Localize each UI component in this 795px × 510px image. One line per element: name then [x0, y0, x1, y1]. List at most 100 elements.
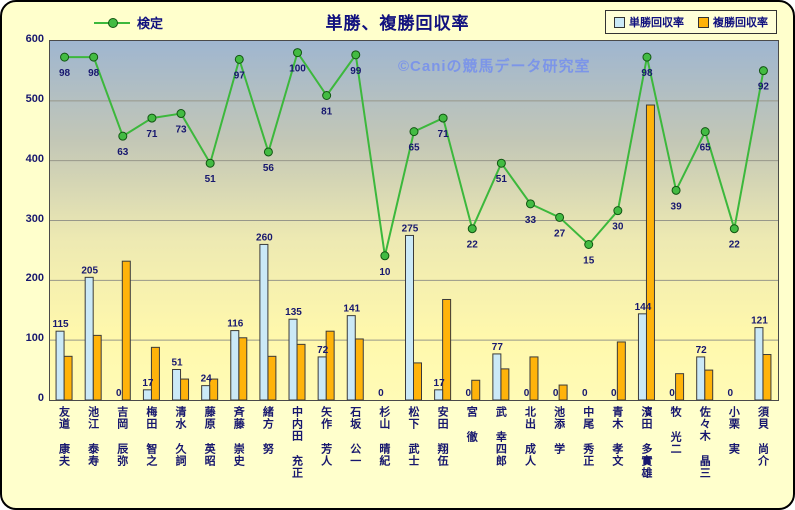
- line-point: [496, 158, 506, 168]
- line-label: 71: [146, 129, 158, 140]
- line-point: [293, 48, 303, 58]
- bar-fukusho: [675, 373, 685, 400]
- x-axis-label: 佐々木 晶三: [698, 406, 711, 479]
- line-label: 71: [438, 129, 450, 140]
- line-point: [758, 66, 768, 76]
- x-axis-label: 中内田 充正: [290, 406, 303, 479]
- x-axis-label: 北出 成人: [523, 406, 536, 467]
- x-axis-label: 吉岡 辰弥: [115, 406, 128, 467]
- line-point: [205, 158, 215, 168]
- x-axis-label: 杉山 晴紀: [377, 406, 390, 467]
- bar-fukusho: [442, 298, 452, 400]
- bar-label: 205: [81, 265, 98, 276]
- legend-kentei-label: 検定: [137, 16, 164, 31]
- bar-label: 0: [669, 388, 675, 399]
- y-axis-label: 500: [25, 92, 44, 105]
- x-axis-label: 梅田 智之: [144, 406, 157, 467]
- bar-label: 275: [402, 223, 419, 234]
- bar-fukusho: [500, 368, 510, 400]
- x-axis-label: 斉藤 崇史: [232, 406, 245, 467]
- line-label: 51: [205, 174, 217, 185]
- bar-tansho: [696, 356, 706, 400]
- y-axis-label: 100: [25, 332, 44, 345]
- x-axis-label: 牧 光二: [669, 406, 682, 455]
- line-point: [584, 239, 594, 249]
- fukusho-swatch-icon: [698, 16, 709, 28]
- line-label: 30: [612, 222, 624, 233]
- line-point: [147, 113, 157, 123]
- bar-tansho: [754, 327, 764, 400]
- bar-fukusho: [413, 362, 422, 400]
- line-label: 27: [554, 228, 566, 239]
- line-label: 98: [641, 68, 653, 79]
- bar-fukusho: [92, 334, 102, 400]
- bar-fukusho: [267, 355, 277, 400]
- chart-title: 単勝、複勝回収率: [325, 14, 470, 33]
- line-label: 22: [729, 240, 741, 251]
- x-axis-label: 濱田 多實雄: [639, 406, 652, 479]
- bar-fukusho: [325, 330, 335, 400]
- bar-label: 121: [751, 316, 768, 327]
- bar-label: 24: [201, 374, 213, 385]
- line-legend-dot-icon: [108, 17, 118, 28]
- bar-tansho: [55, 330, 65, 400]
- bar-label: 0: [553, 388, 559, 399]
- x-axis-label: 武 幸四郎: [494, 406, 507, 467]
- line-point: [89, 52, 99, 62]
- bar-fukusho: [238, 337, 248, 400]
- line-point: [380, 251, 390, 261]
- line-point: [642, 52, 652, 62]
- line-label: 56: [263, 163, 275, 174]
- line-point: [322, 91, 332, 101]
- bar-fukusho: [180, 378, 190, 400]
- line-point: [555, 212, 565, 222]
- line-legend-marker: [94, 17, 130, 28]
- bar-fukusho: [471, 379, 481, 400]
- legend-tansho: 単勝回収率: [614, 14, 684, 30]
- x-axis-label: 清水 久詞: [174, 406, 187, 467]
- line-point: [467, 224, 477, 234]
- line-label: 81: [321, 107, 333, 118]
- x-axis-label: 友道 康夫: [57, 406, 70, 467]
- x-axis-label: 小栗 実: [727, 406, 740, 455]
- line-point: [438, 113, 448, 123]
- bar-label: 17: [434, 378, 446, 389]
- x-axis-label: 池江 泰寿: [86, 406, 99, 467]
- bar-tansho: [259, 243, 269, 400]
- y-axis-label: 0: [37, 392, 44, 404]
- bar-label: 135: [285, 307, 302, 318]
- line-point: [729, 224, 739, 234]
- line-point: [525, 199, 535, 209]
- bar-label: 115: [52, 319, 69, 330]
- x-axis-label: 青木 孝文: [610, 406, 623, 467]
- bar-fukusho: [150, 346, 160, 400]
- y-axis-label: 400: [25, 152, 44, 165]
- legend-fukusho: 複勝回収率: [698, 14, 768, 30]
- x-axis-label: 石坂 公一: [348, 406, 361, 467]
- line-label: 73: [175, 125, 187, 136]
- bar-fukusho: [558, 384, 568, 400]
- bar-tansho: [492, 353, 502, 400]
- chart-svg: 115 205 0 17 51 24 116 260 135 72 141 0 275 17 0 77 0 0 0 0…: [50, 48, 778, 400]
- bar-tansho: [142, 389, 152, 400]
- line-point: [671, 185, 681, 195]
- x-axis-label: 藤原 英昭: [203, 406, 216, 467]
- line-label: 92: [758, 82, 770, 93]
- line-point: [351, 50, 361, 60]
- line-point: [700, 127, 710, 137]
- bar-label: 0: [611, 388, 617, 399]
- x-axis-label: 須貝 尚介: [756, 406, 769, 467]
- tansho-swatch-icon: [614, 16, 625, 28]
- bar-label: 260: [256, 232, 273, 243]
- bar-fukusho: [296, 343, 306, 400]
- line-point: [60, 52, 70, 62]
- line-label: 63: [117, 147, 129, 158]
- plot-area: ©Caniの競馬データ研究室 115 205 0 17 51 24 116 260 135 72 1…: [49, 40, 779, 401]
- bar-label: 116: [227, 319, 244, 330]
- line-point: [118, 131, 128, 141]
- line-point: [263, 147, 273, 157]
- bar-tansho: [201, 385, 211, 400]
- bar-tansho: [230, 330, 240, 400]
- x-axis-label: 宮 徹: [465, 406, 478, 443]
- y-axis-label: 300: [25, 212, 44, 225]
